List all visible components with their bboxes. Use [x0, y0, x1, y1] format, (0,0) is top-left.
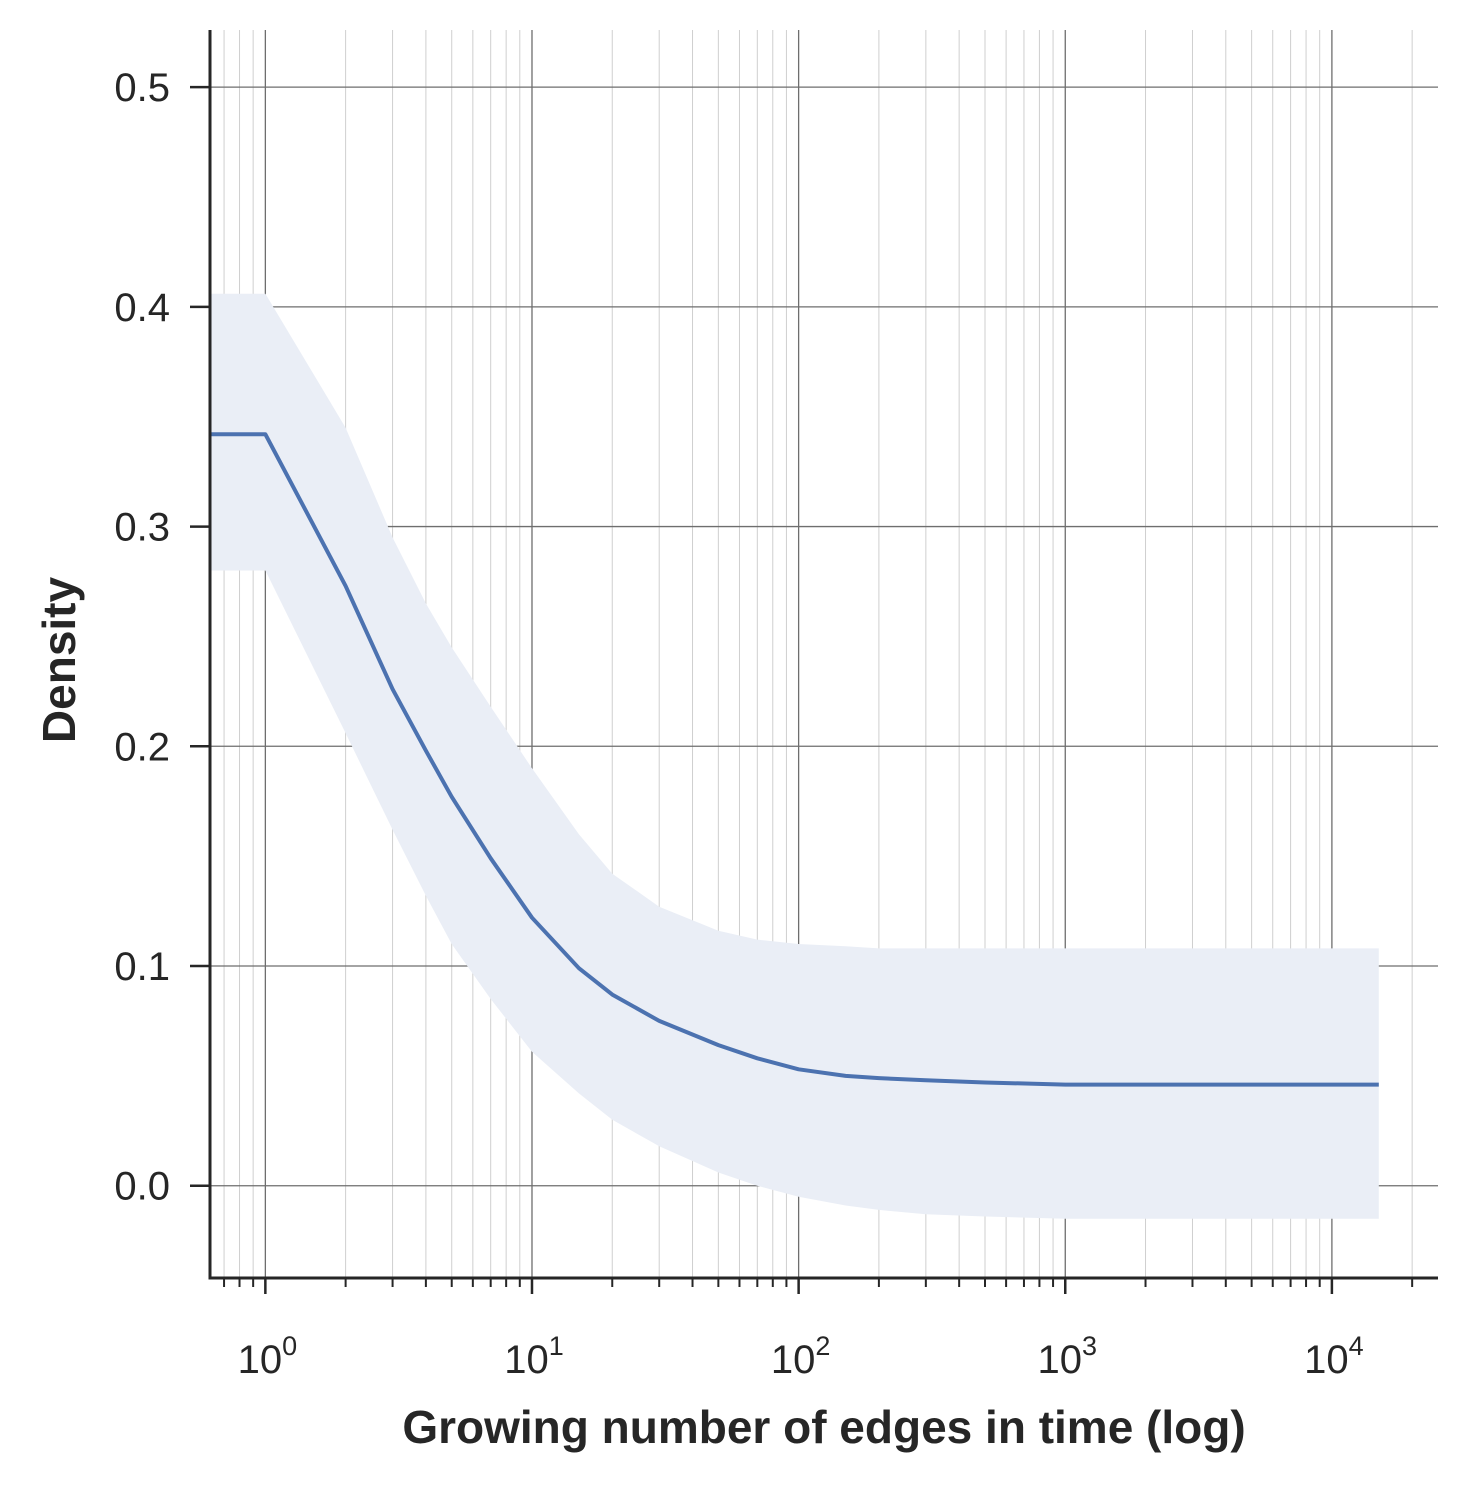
x-tick-label: 101	[504, 1331, 564, 1382]
y-tick-label: 0.2	[114, 725, 170, 769]
y-tick-label: 0.4	[114, 286, 170, 330]
x-tick-label: 104	[1304, 1331, 1364, 1382]
x-axis-title: Growing number of edges in time (log)	[402, 1401, 1245, 1453]
y-tick-label: 0.1	[114, 945, 170, 989]
y-axis-title: Density	[33, 577, 85, 744]
x-tick-label: 102	[771, 1331, 831, 1382]
density-line	[210, 432, 1379, 1087]
x-tick-label: 103	[1037, 1331, 1097, 1382]
y-tick-label: 0.0	[114, 1165, 170, 1209]
x-tick-label: 100	[238, 1331, 298, 1382]
axes	[208, 30, 1438, 1280]
y-tick-label: 0.3	[114, 506, 170, 550]
x-ticks: 100 101 102 103 104	[223, 1278, 1414, 1382]
y-ticks: 0.0 0.1 0.2 0.3 0.4 0.5	[114, 66, 210, 1209]
confidence-band	[210, 293, 1379, 1219]
series-line-group	[210, 432, 1379, 1087]
y-tick-label: 0.5	[114, 66, 170, 110]
confidence-band-group	[210, 293, 1379, 1219]
